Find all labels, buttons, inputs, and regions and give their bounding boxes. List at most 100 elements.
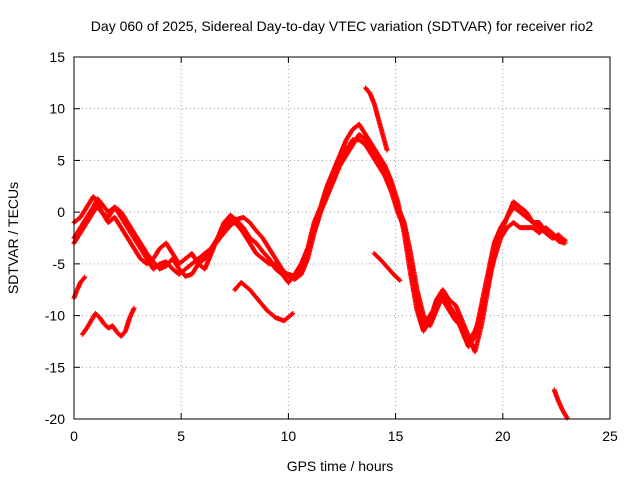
data-point: [170, 256, 176, 262]
data-point: [517, 209, 523, 215]
data-point: [189, 271, 195, 277]
data-point: [395, 199, 401, 205]
data-point: [472, 349, 478, 355]
data-point: [292, 273, 298, 279]
data-point: [131, 230, 137, 236]
data-point: [498, 235, 504, 241]
data-point: [420, 328, 426, 334]
data-point: [157, 261, 163, 267]
data-point: [131, 305, 137, 311]
data-point: [536, 219, 542, 225]
data-point: [144, 251, 150, 257]
data-point: [95, 204, 101, 210]
data-point: [504, 225, 510, 231]
data-point: [350, 137, 356, 143]
data-point: [350, 126, 356, 132]
data-point: [90, 194, 96, 200]
data-point: [232, 287, 238, 293]
data-point: [105, 325, 111, 331]
data-point: [311, 225, 317, 231]
data-point: [543, 230, 549, 236]
chart-title: Day 060 of 2025, Sidereal Day-to-day VTE…: [91, 18, 594, 34]
data-point: [77, 230, 83, 236]
series-fragment-spike-14h: [363, 85, 390, 153]
data-point: [97, 315, 103, 321]
data-point: [517, 204, 523, 210]
data-point: [150, 259, 156, 265]
data-point: [478, 323, 484, 329]
data-point: [157, 245, 163, 251]
data-point: [260, 256, 266, 262]
data-point: [551, 387, 557, 393]
data-point: [228, 217, 234, 223]
data-point: [369, 152, 375, 158]
data-point: [453, 318, 459, 324]
data-point: [144, 261, 150, 267]
data-point: [298, 266, 304, 272]
data-point: [446, 307, 452, 313]
data-point: [388, 188, 394, 194]
data-point: [118, 209, 124, 215]
data-point: [375, 163, 381, 169]
data-point: [459, 318, 465, 324]
data-point: [150, 266, 156, 272]
data-point: [77, 279, 83, 285]
data-point: [112, 204, 118, 210]
data-point: [369, 142, 375, 148]
data-point: [380, 132, 386, 138]
y-tick-label: 5: [57, 152, 65, 168]
data-point: [202, 256, 208, 262]
data-point: [266, 256, 272, 262]
data-point: [195, 261, 201, 267]
data-point: [84, 204, 90, 210]
data-point: [105, 219, 111, 225]
data-point: [122, 328, 128, 334]
data-point: [240, 214, 246, 220]
data-point: [92, 311, 98, 317]
data-point: [163, 240, 169, 246]
data-point: [82, 274, 88, 280]
data-point: [101, 321, 107, 327]
data-point: [375, 116, 381, 122]
data-point: [395, 209, 401, 215]
data-point: [80, 331, 86, 337]
data-point: [491, 256, 497, 262]
data-point: [260, 235, 266, 241]
data-point: [390, 271, 396, 277]
data-point: [114, 329, 120, 335]
data-point: [99, 209, 105, 215]
data-point: [131, 245, 137, 251]
data-point: [549, 230, 555, 236]
series-trace: [80, 307, 136, 338]
series-trace: [552, 388, 569, 420]
x-tick-label: 20: [495, 428, 511, 444]
data-point: [125, 219, 131, 225]
data-point: [330, 173, 336, 179]
y-tick-label: -5: [53, 256, 66, 272]
data-point: [182, 256, 188, 262]
data-point: [440, 297, 446, 303]
data-point: [363, 142, 369, 148]
data-point: [127, 315, 133, 321]
data-point: [84, 325, 90, 331]
data-point: [384, 147, 390, 153]
data-point: [382, 163, 388, 169]
data-point: [511, 199, 517, 205]
data-point: [285, 271, 291, 277]
data-point: [305, 251, 311, 257]
x-tick-label: 5: [177, 428, 185, 444]
data-point: [446, 297, 452, 303]
data-point: [363, 85, 369, 91]
data-point: [371, 251, 377, 257]
y-axis-label: SDTVAR / TECUs: [5, 182, 21, 294]
data-point: [118, 225, 124, 231]
data-point: [465, 338, 471, 344]
data-point: [125, 235, 131, 241]
series-trace: [72, 122, 567, 353]
x-tick-label: 15: [388, 428, 404, 444]
data-point: [408, 261, 414, 267]
data-point: [337, 157, 343, 163]
data-point: [491, 240, 497, 246]
data-point: [84, 219, 90, 225]
